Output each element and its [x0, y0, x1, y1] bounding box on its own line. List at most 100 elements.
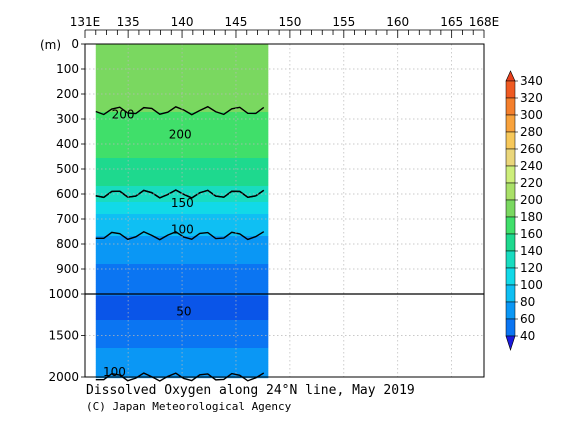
field-band: [95, 286, 269, 289]
field-band: [95, 154, 269, 157]
colorbar-swatch: [505, 284, 516, 303]
x-tick-label: 160: [386, 15, 409, 29]
plot-frame: [84, 43, 485, 378]
field-band: [95, 98, 269, 101]
field-band: [95, 54, 269, 57]
colorbar-tick-label: 320: [520, 91, 543, 105]
field-band: [95, 226, 269, 229]
y-tick-label: 0: [71, 37, 79, 51]
y-tick-label: 800: [56, 237, 79, 251]
field-band: [95, 290, 269, 293]
field-band: [95, 346, 269, 349]
colorbar-tick-label: 240: [520, 159, 543, 173]
x-tick-label: 145: [225, 15, 248, 29]
field-band: [95, 338, 269, 341]
y-tick-label: 900: [56, 262, 79, 276]
field-band: [95, 306, 269, 309]
contour-label: 200: [169, 127, 192, 141]
y-tick-label: 1500: [48, 329, 79, 343]
field-band: [95, 354, 269, 357]
contour-line: [95, 372, 265, 382]
colorbar-under-triangle: [505, 335, 516, 351]
colorbar-tick-label: 300: [520, 108, 543, 122]
colorbar-tick-label: 100: [520, 278, 543, 292]
colorbar-tick-label: 200: [520, 193, 543, 207]
credit-label: (C) Japan Meteorological Agency: [86, 400, 292, 413]
field-band: [95, 190, 269, 193]
field-band: [95, 142, 269, 145]
field-band: [95, 270, 269, 273]
field-band: [95, 318, 269, 321]
field-band: [95, 90, 269, 93]
field-band: [95, 330, 269, 333]
colorbar-tick-label: 60: [520, 312, 535, 326]
y-tick-label: 200: [56, 87, 79, 101]
field-band: [95, 110, 269, 113]
colorbar-tick-label: 80: [520, 295, 535, 309]
field-band: [95, 302, 269, 305]
field-band: [95, 350, 269, 353]
colorbar-swatch: [505, 250, 516, 269]
y-tick-label: 600: [56, 187, 79, 201]
colorbar-tick-label: 280: [520, 125, 543, 139]
colorbar-tick-label: 160: [520, 227, 543, 241]
x-tick-label: 168E: [469, 15, 500, 29]
field-band: [95, 234, 269, 237]
y-unit-label: (m): [40, 38, 61, 52]
x-tick-label: 155: [332, 15, 355, 29]
field-band: [95, 122, 269, 125]
field-band: [95, 74, 269, 77]
colorbar-swatch: [505, 301, 516, 320]
field-band: [95, 158, 269, 161]
field-band: [95, 82, 269, 85]
field-band: [95, 278, 269, 281]
colorbar-swatch: [505, 199, 516, 218]
field-band: [95, 358, 269, 361]
field-band: [95, 146, 269, 149]
field-band: [95, 210, 269, 213]
colorbar-tick-label: 120: [520, 261, 543, 275]
field-band: [95, 322, 269, 325]
chart-title: Dissolved Oxygen along 24°N line, May 20…: [86, 383, 415, 398]
field-band: [95, 182, 269, 185]
field-band: [95, 246, 269, 249]
contour-label: 100: [103, 365, 126, 379]
colorbar-over-triangle: [505, 70, 516, 82]
x-axis-ticks: 131E 135 140 145 150 155 160 165 168E: [70, 15, 500, 38]
colorbar-swatch: [505, 216, 516, 235]
contour-labels: 200 200 150 100 50 100: [103, 107, 194, 379]
colorbar-swatch: [505, 97, 516, 116]
field-band: [95, 46, 269, 49]
field-band: [95, 114, 269, 117]
colorbar-swatch: [505, 148, 516, 167]
field-band: [95, 214, 269, 217]
field-band: [95, 238, 269, 241]
field-band: [95, 178, 269, 181]
colorbar-tick-label: 40: [520, 329, 535, 343]
field-band: [95, 198, 269, 201]
colorbar-tick-label: 180: [520, 210, 543, 224]
field-band: [95, 310, 269, 313]
colorbar-swatch: [505, 131, 516, 150]
field-band: [95, 166, 269, 169]
field-band: [95, 298, 269, 301]
field-band: [95, 170, 269, 173]
y-tick-label: 2000: [48, 370, 79, 384]
colorbar: 40 60 80 100 120 140 160 180 200 220 240 260 280 300 3…: [505, 70, 543, 351]
field-band: [95, 374, 269, 377]
colorbar-swatch: [505, 165, 516, 184]
field-band: [95, 222, 269, 225]
y-tick-label: 1000: [48, 287, 79, 301]
field-band: [95, 254, 269, 257]
field-band: [95, 126, 269, 129]
field-band: [95, 66, 269, 69]
colorbar-tick-label: 140: [520, 244, 543, 258]
y-tick-label: 300: [56, 112, 79, 126]
field-band: [95, 174, 269, 177]
field-band: [95, 366, 269, 369]
colorbar-tick-label: 220: [520, 176, 543, 190]
field-band: [95, 58, 269, 61]
contour-label: 150: [171, 196, 194, 210]
axes: [84, 43, 485, 378]
